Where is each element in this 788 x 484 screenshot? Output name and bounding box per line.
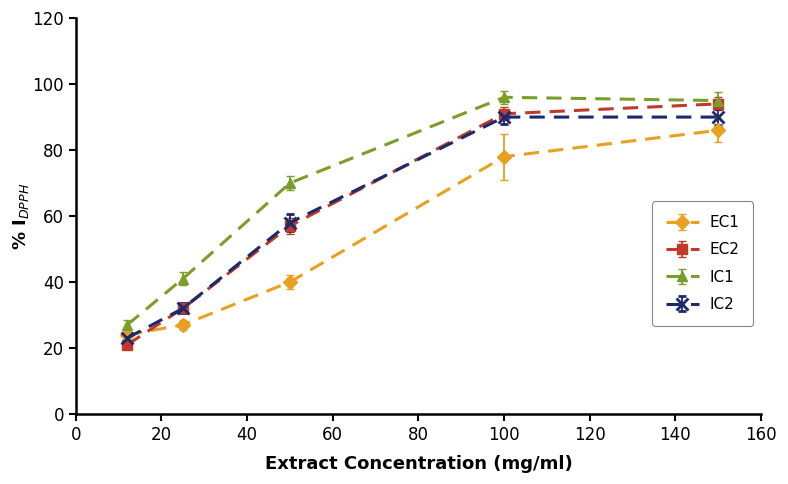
X-axis label: Extract Concentration (mg/ml): Extract Concentration (mg/ml) xyxy=(265,455,572,473)
Legend: EC1, EC2, IC1, IC2: EC1, EC2, IC1, IC2 xyxy=(652,201,753,326)
Y-axis label: % I$_{DPPH}$: % I$_{DPPH}$ xyxy=(11,182,31,250)
